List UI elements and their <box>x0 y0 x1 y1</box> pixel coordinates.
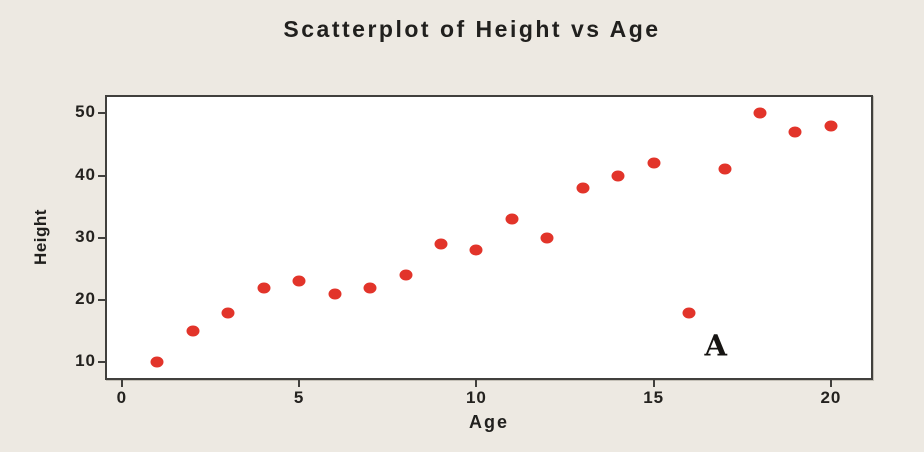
x-tick-label: 15 <box>643 388 665 407</box>
data-point <box>611 170 625 181</box>
x-tick-mark <box>652 380 655 387</box>
y-tick-label: 50 <box>75 102 96 122</box>
data-point <box>753 107 767 119</box>
y-axis-label: Height <box>31 209 50 265</box>
data-point <box>576 182 590 194</box>
data-point <box>824 120 838 132</box>
y-tick-label: 40 <box>75 164 96 184</box>
data-point <box>469 244 483 256</box>
x-tick-label: 5 <box>293 388 305 407</box>
data-point <box>399 269 412 281</box>
data-point <box>682 307 696 319</box>
data-point <box>363 282 377 294</box>
y-tick-mark <box>98 236 105 239</box>
y-tick-mark <box>98 112 105 115</box>
x-axis-label: Age <box>468 412 509 432</box>
x-tick-mark <box>475 380 478 387</box>
data-point <box>328 288 342 300</box>
x-tick-label: 20 <box>820 388 842 407</box>
plot-area <box>105 95 873 380</box>
y-tick-label: 30 <box>75 226 96 246</box>
x-tick-mark <box>829 380 832 387</box>
data-point <box>257 282 271 294</box>
data-point <box>718 163 732 175</box>
data-point <box>150 356 164 368</box>
data-point <box>186 325 200 337</box>
y-tick-mark <box>98 299 105 302</box>
x-tick-label: 0 <box>116 388 128 407</box>
x-tick-mark <box>298 380 301 387</box>
x-tick-mark <box>120 380 123 387</box>
point-annotation: A <box>704 328 727 363</box>
data-point <box>505 213 519 225</box>
x-tick-label: 10 <box>465 388 487 407</box>
y-tick-mark <box>98 174 105 177</box>
y-tick-label: 20 <box>75 289 96 309</box>
data-point <box>434 238 448 250</box>
data-point <box>221 307 235 319</box>
data-point <box>292 275 306 287</box>
chart-title: Scatterplot of Height vs Age <box>283 16 661 42</box>
data-point <box>647 157 661 169</box>
y-tick-label: 10 <box>75 351 96 371</box>
data-point <box>540 232 554 244</box>
y-tick-mark <box>98 361 105 364</box>
data-point <box>788 126 802 138</box>
